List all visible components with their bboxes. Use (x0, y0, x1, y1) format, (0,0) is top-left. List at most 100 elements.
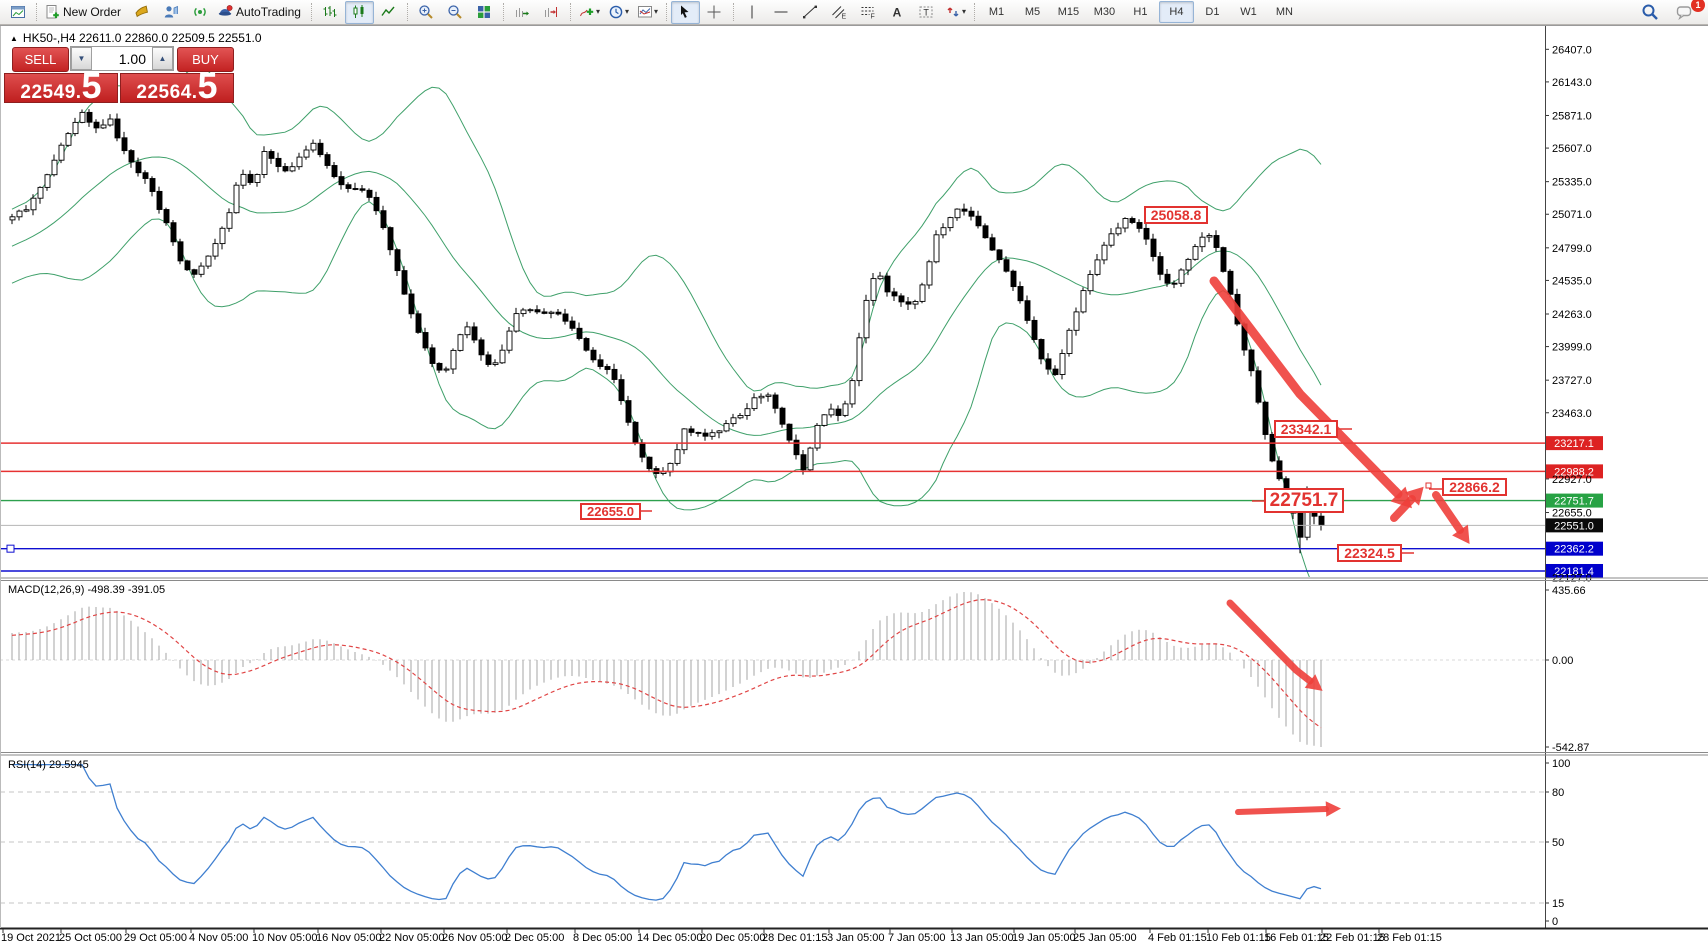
candle-body (835, 408, 842, 416)
megaphone-button[interactable] (127, 1, 156, 24)
text-a-icon: A (893, 6, 902, 20)
price-annotation[interactable]: 22324.5 (1337, 544, 1402, 562)
notifications-button[interactable]: 1 (1670, 0, 1705, 24)
chart-window-button[interactable] (3, 1, 32, 24)
candle-body (674, 449, 681, 464)
sell-price[interactable]: 22549. 5 (4, 68, 118, 104)
candle-body (863, 299, 870, 339)
zoom-in-button[interactable] (412, 1, 441, 24)
candle-body (1220, 247, 1227, 272)
timeframe-h1[interactable]: H1 (1133, 6, 1148, 18)
candle-body (1080, 290, 1087, 313)
candle-body (303, 149, 310, 158)
horizontal-line-icon (774, 11, 788, 13)
price-axis-label: 25607.0 (1552, 143, 1592, 155)
vertical-line-button[interactable] (738, 1, 767, 24)
price-axis-label: 23727.0 (1552, 375, 1592, 387)
trend-arrow[interactable] (1235, 806, 1329, 815)
buy-price[interactable]: 22564. 5 (120, 68, 234, 104)
trend-arrow[interactable] (1209, 276, 1403, 499)
price-annotation[interactable]: 22866.2 (1442, 478, 1507, 496)
bollinger-band[interactable] (11, 200, 1321, 606)
main-pane[interactable] (0, 66, 1545, 606)
timeframe-m15[interactable]: M15 (1057, 6, 1080, 18)
time-axis-label: 16 Feb 01:15 (1264, 932, 1329, 944)
timeframe-m1[interactable]: M1 (988, 6, 1005, 18)
price-level-badge (1546, 518, 1603, 533)
sell-button[interactable]: SELL (12, 47, 69, 72)
cursor-button[interactable] (670, 0, 700, 24)
candle-body (443, 368, 450, 371)
signals-button[interactable] (185, 1, 214, 24)
autotrading-button[interactable]: AutoTrading (214, 1, 307, 24)
price-axis-label: 22927.0 (1552, 474, 1592, 486)
line-chart-button[interactable] (374, 1, 403, 24)
rsi-pane[interactable] (0, 763, 1545, 904)
candlestick-chart-icon (353, 5, 364, 18)
timeframe-mn[interactable]: MN (1275, 6, 1293, 18)
price-level-badge (1546, 541, 1603, 556)
candle-body (940, 227, 947, 236)
volume-decrease-button[interactable]: ▼ (71, 47, 92, 70)
candle-body (296, 156, 303, 168)
macd-label: MACD(12,26,9) -498.39 -391.05 (8, 584, 166, 596)
zoom-out-button[interactable] (441, 1, 470, 24)
timeframe-w1[interactable]: W1 (1240, 6, 1257, 18)
price-annotation[interactable]: 22751.7 (1264, 488, 1344, 513)
bollinger-band[interactable] (11, 156, 1322, 436)
timeframe-m5[interactable]: M5 (1024, 6, 1041, 18)
horizontal-line-button[interactable] (767, 1, 796, 24)
candle-body (632, 421, 639, 444)
buy-button[interactable]: BUY (177, 47, 234, 72)
equidistant-channel-button[interactable]: E (825, 1, 854, 24)
price-annotation[interactable]: 25058.8 (1144, 206, 1208, 224)
trend-arrow-head (1452, 524, 1470, 544)
candlestick-chart-button[interactable] (344, 0, 374, 24)
auto-scroll-button[interactable] (508, 1, 537, 24)
trendline-button[interactable] (796, 1, 825, 24)
trend-arrow[interactable] (1390, 495, 1416, 522)
arrows-button[interactable]: ▾ (941, 1, 970, 24)
text-button[interactable]: A (883, 1, 912, 24)
volume-value[interactable]: 1.00 (92, 47, 152, 70)
candle-body (821, 414, 828, 426)
trend-arrow[interactable] (1226, 599, 1314, 685)
chart-shift-button[interactable] (537, 1, 566, 24)
autotrading-icon (218, 5, 233, 16)
tile-windows-button[interactable] (470, 1, 499, 24)
candle-body (51, 159, 58, 176)
collapse-marker-icon[interactable]: ▲ (10, 33, 18, 43)
candle-body (625, 400, 632, 423)
price-annotation[interactable]: 23342.1 (1274, 420, 1338, 438)
bar-chart-button[interactable] (316, 1, 345, 24)
periods-button[interactable]: ▾ (604, 1, 633, 24)
timeframe-m30[interactable]: M30 (1093, 6, 1116, 18)
new-order-button[interactable]: New Order (41, 1, 127, 24)
template-icon (637, 6, 652, 18)
timeframe-d1[interactable]: D1 (1205, 6, 1220, 18)
level-drag-handle[interactable] (6, 544, 15, 553)
candle-body (597, 359, 604, 367)
candle-body (989, 237, 996, 251)
timeframe-h4[interactable]: H4 (1158, 1, 1194, 23)
candle-body (926, 261, 933, 286)
candle-body (1255, 370, 1262, 403)
price-annotation[interactable]: 22655.0 (580, 503, 641, 520)
time-axis-label: 8 Dec 05:00 (573, 932, 633, 944)
macd-pane[interactable] (0, 592, 1545, 747)
text-label-button[interactable]: T (912, 1, 941, 24)
candle-body (569, 320, 576, 329)
crosshair-button[interactable] (700, 1, 729, 24)
volume-increase-button[interactable]: ▲ (152, 47, 173, 70)
search-button[interactable] (1635, 1, 1664, 24)
add-indicator-button[interactable]: ▾ (575, 1, 604, 24)
candle-body (1136, 222, 1143, 229)
trend-arrow[interactable] (1432, 491, 1464, 534)
community-button[interactable] (156, 1, 185, 24)
candle-body (1108, 233, 1115, 246)
candle-body (555, 311, 562, 315)
templates-button[interactable]: ▾ (633, 1, 662, 24)
notification-badge: 1 (1691, 0, 1705, 12)
fibonacci-button[interactable]: F (854, 1, 883, 24)
